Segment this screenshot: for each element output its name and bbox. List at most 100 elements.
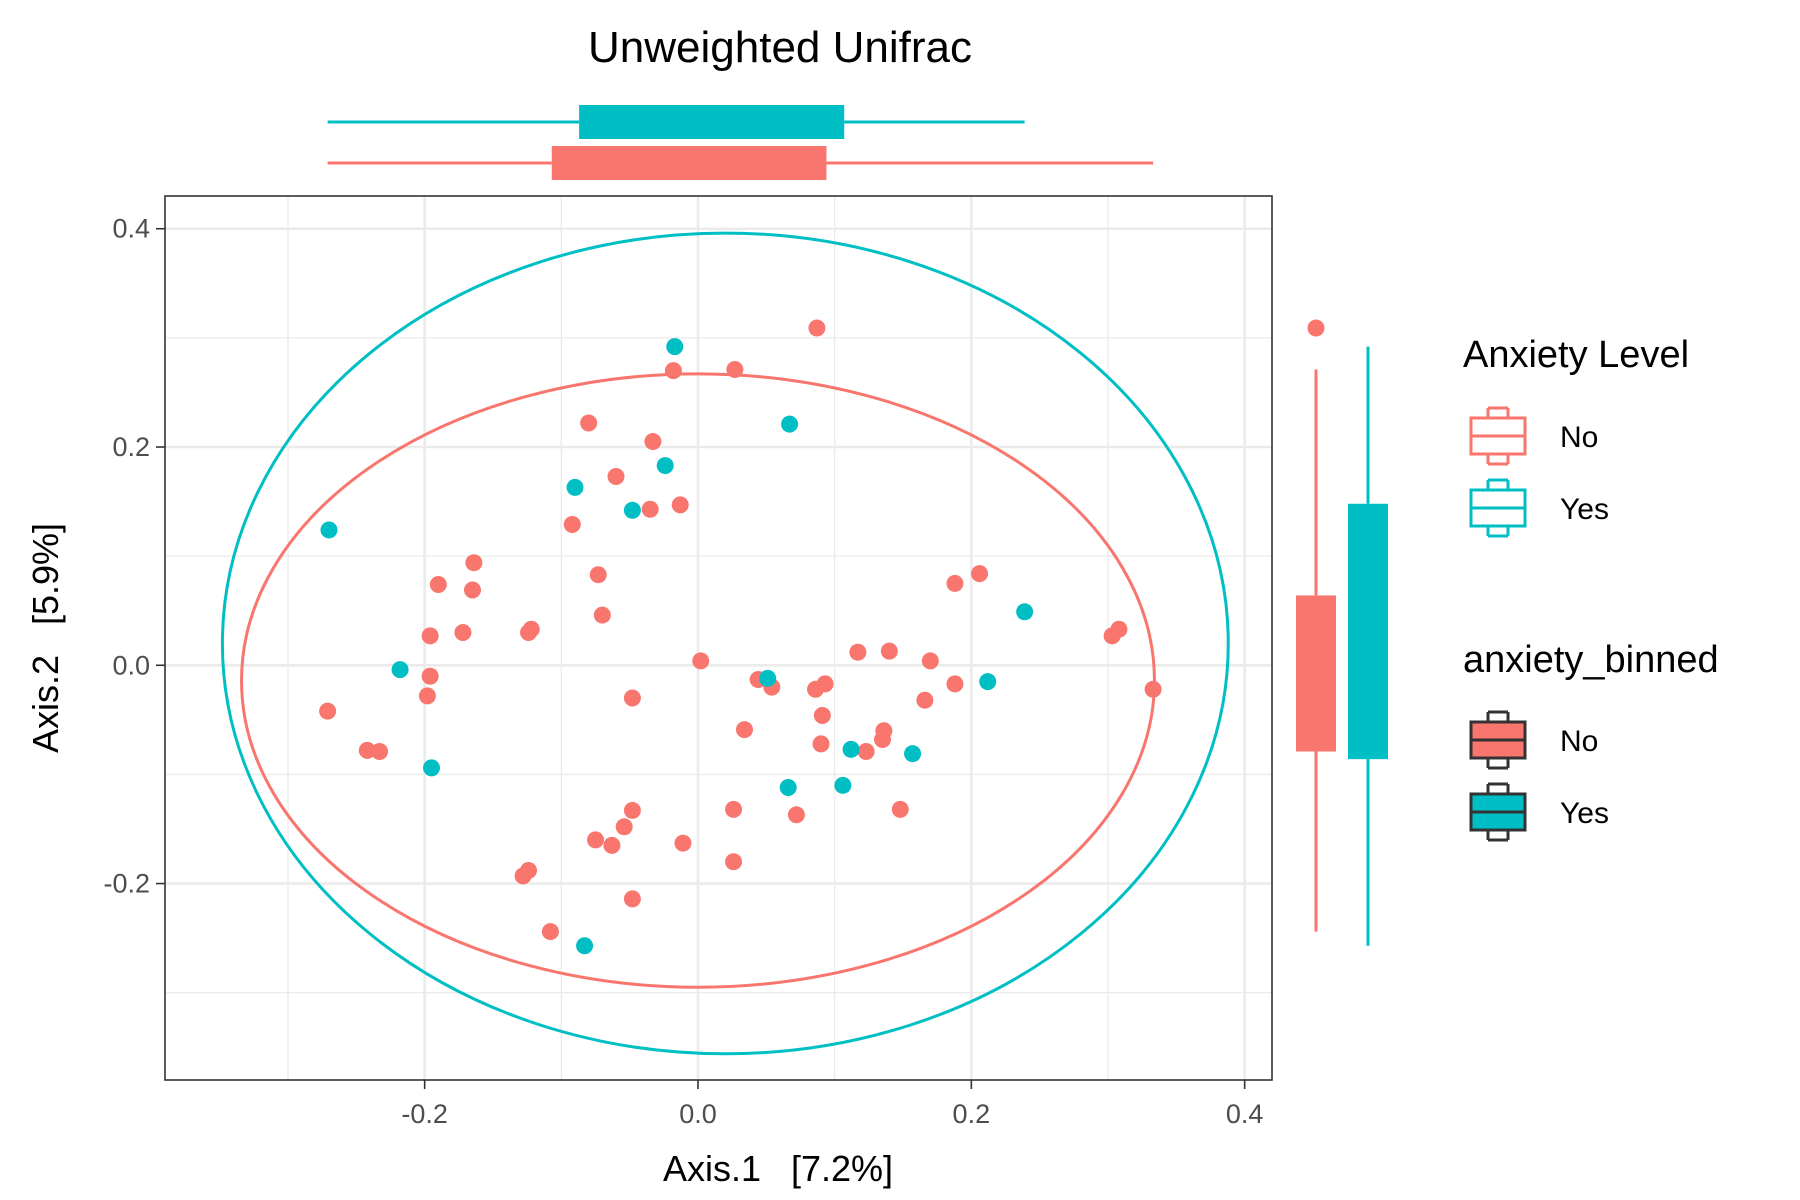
data-point-no	[664, 362, 682, 380]
data-point-no	[1103, 627, 1121, 645]
data-point-yes	[779, 779, 797, 797]
data-point-yes	[656, 457, 674, 475]
chart-title: Unweighted Unifrac	[588, 23, 972, 72]
legend-label-no: No	[1560, 421, 1598, 454]
data-point-yes	[834, 776, 852, 794]
data-point-no	[607, 467, 625, 485]
data-point-no	[615, 818, 633, 836]
data-point-no	[692, 652, 710, 670]
data-point-no	[807, 680, 825, 698]
y-box-outlier-no	[1307, 319, 1325, 337]
data-point-no	[421, 667, 439, 685]
data-point-no	[541, 923, 559, 941]
ellipse-no	[240, 372, 1156, 989]
data-point-yes	[759, 669, 777, 687]
data-point-no	[563, 515, 581, 533]
y-axis-title: Axis.2 [5.9%]	[25, 523, 66, 753]
data-point-yes	[576, 937, 594, 955]
axis-ticks: -0.2 0.0 0.2 0.4 -0.2 0.0 0.2 0.4	[103, 214, 1263, 1129]
data-point-no	[454, 624, 472, 642]
data-point-no	[916, 691, 934, 709]
data-point-yes	[1016, 603, 1034, 621]
data-point-yes	[979, 673, 997, 691]
data-point-no	[813, 706, 831, 724]
data-point-no	[725, 853, 743, 871]
y-tick-label: -0.2	[103, 869, 150, 899]
x-box-yes	[579, 105, 845, 139]
x-axis-title: Axis.1 [7.2%]	[663, 1148, 893, 1189]
plot-border	[164, 195, 1273, 1081]
data-point-no	[671, 496, 689, 514]
data-point-no	[725, 800, 743, 818]
legend: Anxiety Level No	[1463, 334, 1719, 842]
data-point-no	[644, 433, 662, 451]
legend-item-binned-yes: Yes	[1469, 782, 1609, 842]
data-point-no	[849, 643, 867, 661]
data-point-no	[514, 867, 532, 885]
x-marginal-boxplots	[327, 105, 1154, 180]
data-point-no	[603, 836, 621, 854]
legend-item-no: No	[1469, 406, 1598, 466]
data-point-no	[1144, 680, 1162, 698]
data-point-yes	[566, 478, 584, 496]
data-point-no	[371, 743, 389, 761]
data-point-no	[921, 652, 939, 670]
data-point-no	[319, 702, 337, 720]
x-tick-label: 0.2	[953, 1099, 991, 1129]
y-marginal-boxplots	[1296, 319, 1388, 946]
data-point-no	[623, 689, 641, 707]
ellipse-yes	[220, 231, 1230, 1056]
legend-key-filled-box-no	[1469, 710, 1527, 770]
data-point-no	[465, 554, 483, 572]
y-tick-label: 0.4	[112, 214, 150, 244]
x-tick-label: 0.0	[679, 1099, 717, 1129]
data-point-no	[623, 890, 641, 908]
x-box-no	[551, 146, 827, 180]
data-point-yes	[423, 759, 440, 777]
data-point-yes	[842, 740, 860, 758]
data-point-no	[593, 606, 611, 624]
legend-title-anxiety-level: Anxiety Level	[1463, 334, 1689, 376]
y-tick-label: 0.0	[112, 650, 150, 680]
data-point-no	[464, 581, 481, 599]
data-point-yes	[666, 338, 684, 356]
data-point-no	[418, 687, 436, 705]
confidence-ellipses	[220, 231, 1230, 1056]
legend-key-filled-box-yes	[1469, 782, 1527, 842]
data-point-no	[735, 721, 753, 739]
legend-label-yes: Yes	[1560, 493, 1609, 526]
data-point-no	[880, 642, 898, 660]
data-point-no	[874, 730, 891, 748]
plot-panel	[165, 196, 1272, 1080]
data-point-no	[891, 800, 909, 818]
data-point-yes	[781, 415, 799, 433]
data-point-no	[787, 806, 805, 824]
data-point-no	[520, 624, 538, 642]
data-point-yes	[391, 661, 409, 679]
data-point-no	[808, 319, 826, 337]
x-tick-label: -0.2	[401, 1099, 448, 1129]
data-point-no	[726, 361, 744, 379]
scatter-points	[319, 319, 1162, 955]
legend-item-yes: Yes	[1469, 478, 1609, 538]
data-point-yes	[904, 745, 922, 763]
data-point-no	[358, 741, 376, 759]
data-point-no	[589, 566, 607, 584]
data-point-no	[623, 801, 641, 819]
legend-label-binned-yes: Yes	[1560, 797, 1609, 830]
data-point-no	[580, 414, 598, 432]
legend-label-binned-no: No	[1560, 725, 1598, 758]
x-tick-label: 0.4	[1226, 1099, 1264, 1129]
data-point-no	[946, 675, 964, 693]
y-tick-label: 0.2	[112, 432, 150, 462]
data-point-yes	[623, 501, 641, 519]
data-point-no	[946, 574, 964, 592]
data-point-yes	[320, 521, 338, 539]
y-box-yes	[1348, 503, 1388, 760]
y-box-no	[1296, 595, 1336, 752]
data-point-no	[421, 627, 439, 645]
data-point-no	[857, 743, 875, 761]
data-point-no	[971, 565, 989, 583]
legend-key-open-box-no	[1469, 406, 1527, 466]
